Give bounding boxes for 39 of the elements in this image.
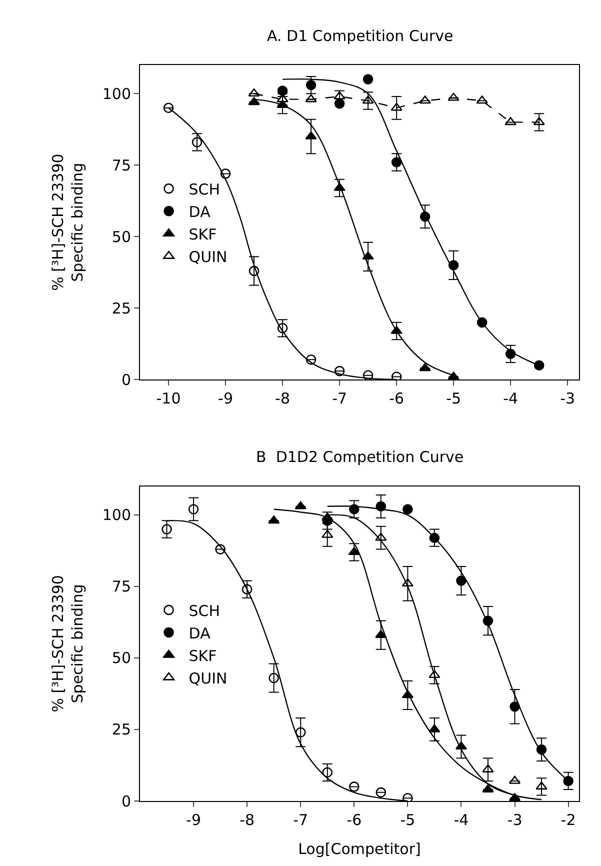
y-tick-label: 100	[102, 506, 131, 524]
x-tick-label: -3	[560, 390, 576, 408]
x-tick-label: -6	[389, 390, 404, 408]
x-tick-label: -3	[507, 811, 522, 829]
legend-label: QUIN	[188, 248, 228, 266]
legend-label: SCH	[188, 180, 220, 198]
x-tick-label: -7	[332, 390, 348, 408]
y-tick-label: 75	[112, 156, 131, 174]
y-tick-label: 50	[112, 228, 131, 246]
chart-title: A. D1 Competition Curve	[267, 27, 454, 45]
x-tick-label: -5	[446, 390, 462, 408]
legend-label: DA	[188, 202, 212, 221]
x-axis-title: Log[Competitor]	[298, 840, 421, 858]
legend-label: SCH	[188, 602, 220, 620]
x-tick-label: -7	[293, 811, 308, 829]
y-tick-label: 75	[112, 578, 131, 596]
y-axis-title: % [³H]-SCH 23390 Specific binding	[49, 154, 87, 291]
x-tick-label: -8	[275, 390, 290, 408]
x-tick-label: -9	[186, 811, 202, 829]
legend-label: QUIN	[188, 669, 228, 688]
chart-title: B D1D2 Competition Curve	[256, 448, 464, 466]
y-tick-label: 25	[112, 720, 131, 739]
y-tick-label: 25	[112, 299, 131, 318]
x-tick-label: -6	[346, 811, 362, 829]
x-tick-label: -5	[400, 811, 416, 829]
x-tick-label: -4	[454, 811, 469, 829]
y-axis-title: % [³H]-SCH 23390 Specific binding	[49, 575, 87, 712]
y-tick-label: 100	[102, 84, 131, 103]
y-tick-label: 50	[112, 649, 131, 668]
x-tick-label: -10	[156, 390, 181, 408]
y-tick-label: 0	[121, 370, 131, 389]
x-tick-label: -2	[560, 811, 576, 829]
legend-label: SKF	[188, 225, 217, 244]
legend-label: SKF	[188, 646, 217, 665]
x-tick-label: -8	[240, 811, 255, 829]
x-tick-label: -9	[218, 390, 234, 408]
legend-label: DA	[188, 624, 212, 642]
y-tick-label: 0	[121, 792, 131, 810]
x-tick-label: -4	[503, 390, 518, 408]
